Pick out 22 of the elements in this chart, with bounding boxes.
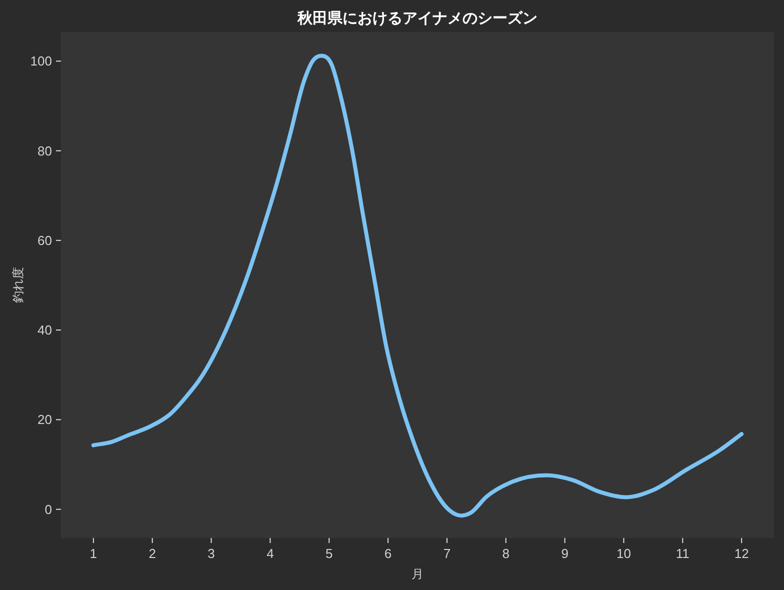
x-tick-label: 3	[208, 546, 215, 561]
y-tick-label: 0	[44, 502, 52, 517]
x-tick-label: 4	[266, 546, 274, 561]
x-axis-title: 月	[412, 567, 424, 581]
x-tick-label: 2	[148, 546, 156, 561]
y-axis-title: 釣れ度	[11, 267, 25, 303]
y-tick-label: 60	[38, 232, 52, 248]
line-series	[91, 54, 744, 518]
x-tick-label: 11	[676, 546, 690, 561]
y-tick-label: 20	[38, 412, 52, 428]
x-tick-label: 12	[734, 546, 749, 561]
y-tick-label: 40	[38, 322, 52, 338]
x-tick-label: 8	[502, 546, 510, 561]
x-tick-label: 9	[561, 546, 568, 561]
y-tick-label: 80	[38, 143, 52, 158]
x-tick-label: 10	[616, 546, 631, 561]
x-tick-label: 5	[325, 546, 333, 561]
x-tick-label: 7	[443, 546, 451, 561]
y-tick-label: 100	[30, 54, 52, 69]
x-tick-label: 6	[384, 546, 392, 561]
x-tick-label: 1	[90, 546, 98, 561]
chart-title: 秋田県におけるアイナメのシーズン	[296, 10, 538, 27]
